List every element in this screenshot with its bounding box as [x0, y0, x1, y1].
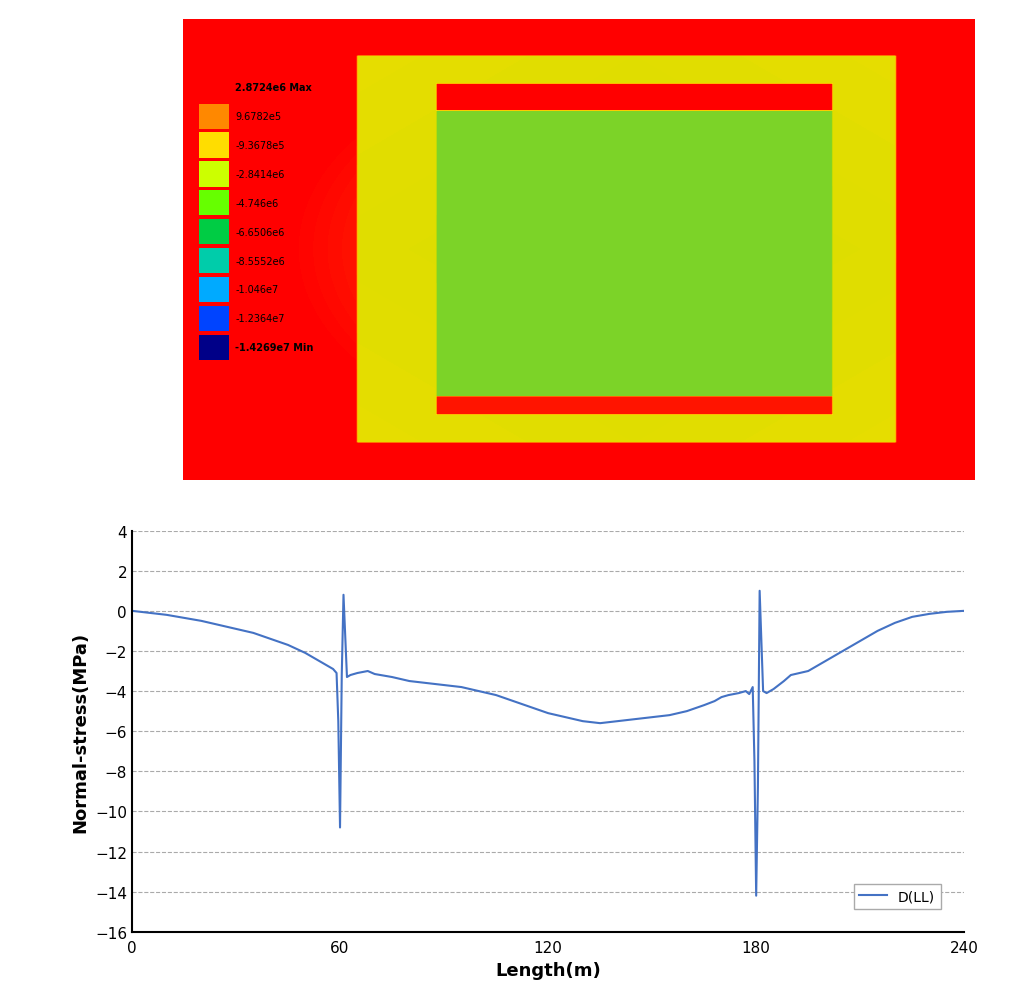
Text: 2.8724e6 Max: 2.8724e6 Max [235, 83, 313, 93]
Text: -8.5552e6: -8.5552e6 [235, 257, 285, 267]
D(LL) [336, 669, 348, 681]
Text: -1.2364e7: -1.2364e7 [235, 314, 285, 324]
D(LL) [646, 711, 658, 723]
D(LL) [854, 635, 866, 647]
D(LL) [490, 689, 502, 701]
FancyBboxPatch shape [199, 219, 229, 245]
Text: -1.046e7: -1.046e7 [235, 286, 279, 296]
D(LL) [361, 665, 374, 677]
FancyBboxPatch shape [199, 162, 229, 187]
D(LL) [753, 585, 765, 597]
X-axis label: Length(m): Length(m) [495, 961, 601, 979]
Text: -9.3678e5: -9.3678e5 [235, 141, 285, 151]
Text: -4.746e6: -4.746e6 [235, 198, 279, 208]
Text: -1.4269e7 Min: -1.4269e7 Min [235, 343, 314, 353]
D(LL) [126, 605, 138, 617]
FancyBboxPatch shape [199, 191, 229, 216]
FancyBboxPatch shape [199, 336, 229, 361]
D(LL) [282, 639, 294, 651]
FancyBboxPatch shape [199, 248, 229, 274]
Y-axis label: Normal-stress(MPa): Normal-stress(MPa) [71, 631, 89, 832]
D(LL) [750, 890, 762, 902]
D(LL) [958, 605, 970, 617]
Legend: D(LL): D(LL) [854, 884, 941, 909]
FancyBboxPatch shape [199, 278, 229, 303]
FancyBboxPatch shape [199, 307, 229, 332]
FancyBboxPatch shape [199, 104, 229, 129]
FancyBboxPatch shape [199, 75, 229, 101]
Text: -2.8414e6: -2.8414e6 [235, 169, 285, 179]
FancyBboxPatch shape [199, 133, 229, 158]
Text: -6.6506e6: -6.6506e6 [235, 227, 285, 237]
Line: D(LL): D(LL) [132, 591, 964, 896]
Text: 9.6782e5: 9.6782e5 [235, 112, 281, 122]
